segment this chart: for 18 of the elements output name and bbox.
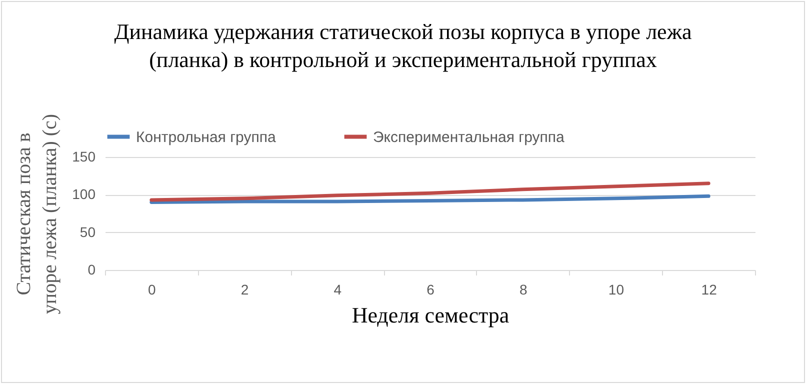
x-tick-label: 4 [334, 282, 342, 298]
y-tick-label: 150 [72, 148, 96, 164]
line-series [150, 182, 710, 202]
legend-label: Экспериментальная группа [373, 128, 566, 146]
x-tick-label: 2 [240, 282, 249, 298]
y-tick-label: 0 [88, 262, 96, 278]
x-axis-title: Неделя семестра [352, 302, 510, 328]
y-axis-title: Статическая поза в упоре лежа (планка) (с) [13, 114, 62, 314]
line-series [150, 194, 710, 204]
y-tick-label: 50 [80, 224, 96, 240]
x-tick-label: 10 [608, 282, 624, 298]
x-tick-label: 0 [148, 282, 156, 298]
chart-title: Динамика удержания статической позы корпуса в упоре лежа (планка) в контрольной и экспериментальной группах [113, 18, 693, 74]
x-tick-label: 6 [426, 282, 435, 298]
legend-label: Контрольная группа [136, 128, 276, 146]
x-tick-label: 12 [701, 282, 718, 298]
x-tick-label: 8 [519, 282, 528, 298]
y-tick-label: 100 [72, 186, 96, 202]
